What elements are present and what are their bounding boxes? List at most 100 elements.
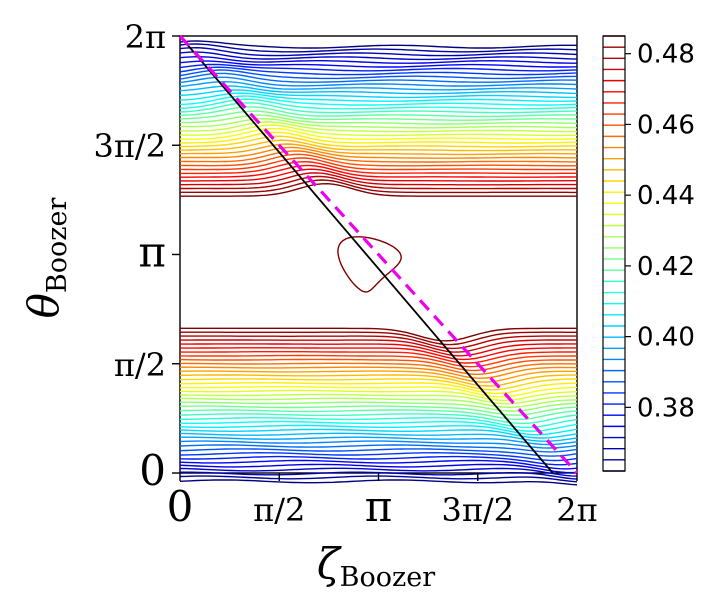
contour-line <box>179 378 578 391</box>
y-axis-label: θBoozer <box>19 198 73 319</box>
colorbar-tick-label: 0.48 <box>637 40 695 70</box>
plot-area <box>178 34 579 486</box>
colorbar-lines <box>603 35 625 472</box>
contour-line <box>180 366 578 379</box>
contour-line <box>179 463 578 474</box>
contour-line <box>180 117 578 129</box>
contour-line <box>179 428 578 439</box>
contour-line <box>180 335 577 350</box>
x-tick-label: 2π <box>556 491 597 529</box>
contour-line <box>179 92 578 102</box>
y-axis-label-subscript: Boozer <box>42 198 73 294</box>
contour-line <box>179 106 578 118</box>
contour-line <box>179 135 577 148</box>
contour-line <box>180 172 577 186</box>
contour-line <box>180 327 577 342</box>
contour-line <box>179 405 578 416</box>
contour-line <box>179 393 578 405</box>
contour-line <box>180 164 578 178</box>
colorbar-tick-label: 0.40 <box>637 323 695 353</box>
contour-lines <box>179 40 578 486</box>
y-tick-label: 0 <box>139 446 166 495</box>
colorbar-frame <box>602 35 626 472</box>
contour-line <box>179 124 577 137</box>
contour-line <box>179 131 577 144</box>
contour-line <box>180 182 577 197</box>
contour-line <box>179 440 578 449</box>
contour-line <box>179 60 578 68</box>
contour-line <box>179 459 578 470</box>
contour-line <box>179 409 578 420</box>
contour-line <box>180 362 577 376</box>
contour-line <box>179 397 578 409</box>
contour-line <box>179 80 578 91</box>
contour-line <box>179 451 578 462</box>
contour-line <box>179 89 577 99</box>
y-tick-label: π <box>138 227 166 276</box>
contour-line <box>180 160 578 175</box>
x-tick-label: 3π/2 <box>441 491 514 529</box>
contour-line <box>179 448 578 457</box>
y-tick-label: 3π/2 <box>93 127 166 165</box>
contour-line <box>179 417 578 429</box>
contour-line <box>179 102 578 114</box>
contour-line <box>179 66 578 76</box>
contour-line <box>179 69 578 80</box>
x-tick-label: 0 <box>167 482 194 531</box>
contour-line <box>179 63 578 72</box>
contour-line <box>180 168 577 182</box>
contour-line <box>180 382 578 395</box>
contour-line <box>179 455 578 466</box>
contour-line <box>179 157 578 171</box>
contour-line <box>179 72 578 83</box>
contour-line <box>180 351 578 364</box>
solid-diagonal-line <box>179 35 554 474</box>
contour-line <box>179 98 578 110</box>
colorbar-tick-label: 0.46 <box>637 110 695 140</box>
x-axis-ticks: 0 π/2 π 3π/2 2π <box>167 473 598 531</box>
contour-line <box>179 76 578 87</box>
island-contour <box>337 236 402 293</box>
contour-line <box>180 471 578 480</box>
contour-line <box>180 354 577 368</box>
contour-line <box>180 146 578 159</box>
contour-line <box>180 347 577 361</box>
contour-line <box>179 43 578 53</box>
contour-line <box>179 467 578 477</box>
contour-line <box>179 51 578 61</box>
colorbar-tick-label: 0.38 <box>637 393 695 423</box>
x-axis-label-subscript: Boozer <box>340 562 436 593</box>
contour-line <box>179 150 577 163</box>
contour-line <box>180 436 578 446</box>
contour-line <box>180 339 577 353</box>
y-axis-ticks: 0 π/2 π 3π/2 2π <box>93 18 180 495</box>
contour-line <box>179 114 578 125</box>
y-tick-label: π/2 <box>114 346 166 384</box>
contour-line <box>180 401 578 412</box>
contour-line <box>179 374 577 387</box>
contour-line <box>179 121 577 133</box>
contour-line <box>179 55 577 64</box>
contour-line <box>180 175 577 190</box>
contour-line <box>179 40 577 49</box>
contour-line <box>179 432 578 442</box>
y-axis-label-symbol: θ <box>19 293 68 318</box>
x-tick-label: π <box>365 482 393 531</box>
y-tick-label: 2π <box>125 18 166 56</box>
x-axis-label-symbol: ζ <box>317 539 342 588</box>
contour-line <box>180 179 577 194</box>
contour-line <box>180 343 577 357</box>
contour-line <box>180 386 578 398</box>
contour-line <box>179 139 577 152</box>
colorbar-ticks: 0.38 0.40 0.42 0.44 0.46 0.48 <box>625 40 695 423</box>
colorbar-tick-label: 0.42 <box>637 252 695 282</box>
contour-line <box>180 370 577 383</box>
contour-line <box>179 424 578 436</box>
x-axis-label: ζBoozer <box>317 539 435 593</box>
contour-line <box>179 85 578 95</box>
contour-line <box>180 143 577 156</box>
contour-line <box>179 153 577 167</box>
contour-line <box>179 444 578 453</box>
contour-line <box>180 331 577 346</box>
